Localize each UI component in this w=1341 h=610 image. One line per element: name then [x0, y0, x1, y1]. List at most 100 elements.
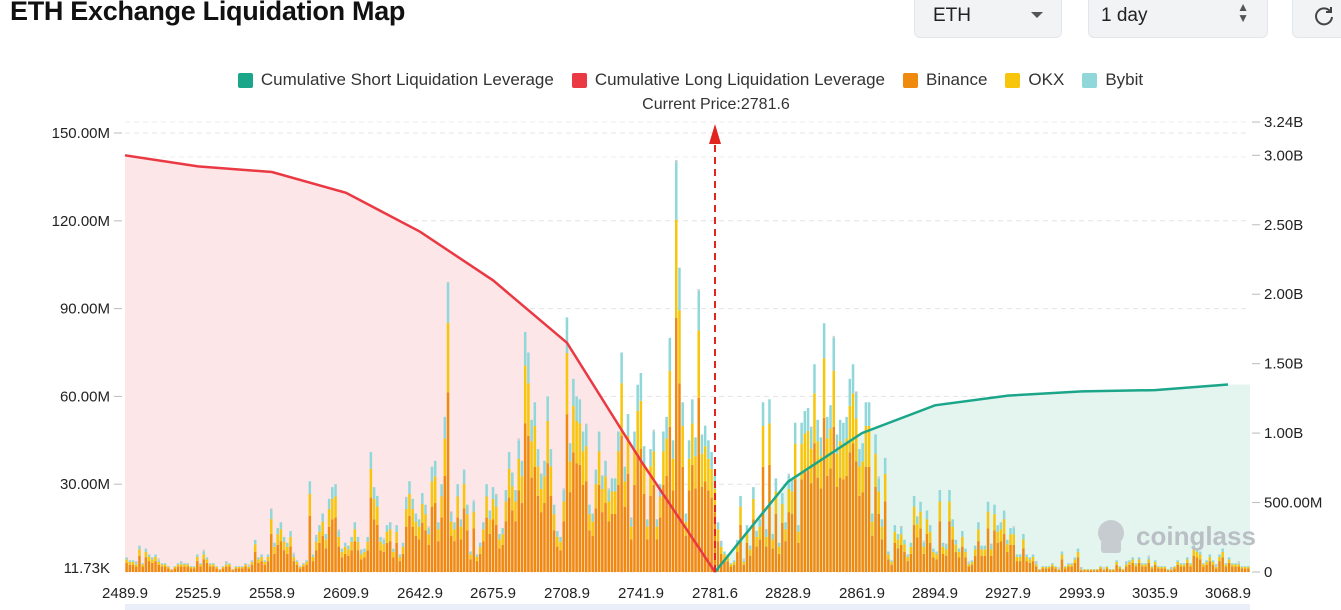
liquidation-bar [1044, 566, 1048, 567]
liquidation-bar [1240, 566, 1244, 567]
liquidation-bar [131, 560, 135, 562]
liquidation-bar [337, 536, 341, 547]
liquidation-bar [559, 541, 562, 551]
liquidation-bar [1166, 569, 1170, 571]
liquidation-bar [1054, 566, 1057, 569]
liquidation-bar [1076, 551, 1080, 558]
liquidation-bar [1208, 561, 1212, 572]
liquidation-bar [308, 493, 312, 516]
liquidation-bar [1009, 528, 1012, 535]
liquidation-bar [703, 446, 707, 482]
liquidation-bar [1128, 564, 1131, 572]
liquidation-bar [842, 443, 845, 480]
liquidation-bar [675, 160, 678, 163]
liquidation-bar [941, 553, 945, 572]
liquidation-bar [568, 492, 572, 572]
y-left-tick-label: 120.00M [52, 213, 110, 230]
liquidation-bar [379, 541, 382, 551]
liquidation-bar [652, 484, 656, 572]
liquidation-bar [655, 519, 659, 527]
liquidation-bar [1009, 544, 1012, 572]
liquidation-bar [385, 542, 389, 572]
liquidation-bar [938, 521, 942, 572]
liquidation-bar [504, 501, 508, 522]
liquidation-bar [739, 524, 742, 572]
liquidation-bar [276, 528, 279, 535]
liquidation-bar [138, 555, 141, 572]
liquidation-bar [874, 453, 877, 487]
liquidation-bar [1147, 555, 1151, 558]
liquidation-bar [851, 393, 855, 444]
up-down-arrows-icon: ▲ ▼ [1237, 0, 1249, 25]
liquidation-bar [896, 548, 900, 572]
liquidation-bar [675, 219, 678, 318]
legend-item-okx[interactable]: OKX [1005, 70, 1064, 90]
liquidation-bar [1192, 545, 1196, 550]
liquidation-bar [478, 553, 482, 572]
liquidation-bar [1227, 562, 1231, 572]
liquidation-bar [270, 508, 273, 511]
liquidation-bar [173, 566, 177, 569]
liquidation-bar [781, 492, 784, 505]
liquidation-bar [212, 564, 215, 567]
liquidation-bar [369, 468, 373, 498]
liquidation-bar [482, 541, 485, 572]
liquidation-bar [1063, 566, 1067, 567]
x-tick-label: 3068.9 [1205, 585, 1251, 602]
liquidation-bar [424, 504, 427, 515]
liquidation-bar [321, 513, 324, 522]
legend-item-short[interactable]: Cumulative Short Liquidation Leverage [237, 70, 554, 90]
liquidation-bar [315, 534, 318, 537]
legend-item-long[interactable]: Cumulative Long Liquidation Leverage [571, 70, 885, 90]
liquidation-bar [1141, 563, 1144, 565]
liquidation-bar [1108, 570, 1112, 572]
liquidation-bar [1157, 568, 1160, 572]
liquidation-bar [845, 416, 848, 439]
liquidation-bar [877, 513, 881, 572]
liquidation-bar [585, 446, 588, 482]
liquidation-bar [324, 548, 328, 572]
liquidation-bar [157, 564, 161, 572]
liquidation-bar [1195, 548, 1199, 552]
time-range-select[interactable]: 1 day ▲ ▼ [1088, 0, 1268, 38]
liquidation-bar [305, 561, 308, 565]
coin-select[interactable]: ETH [914, 0, 1062, 38]
liquidation-bar [903, 544, 906, 553]
liquidation-bar [1118, 568, 1122, 572]
x-tick-label: 2993.9 [1059, 585, 1105, 602]
legend-item-binance[interactable]: Binance [902, 70, 987, 90]
liquidation-bar [874, 434, 877, 454]
refresh-button[interactable] [1292, 0, 1341, 38]
liquidation-bar [414, 513, 418, 522]
liquidation-bar [697, 291, 701, 331]
liquidation-bar [189, 568, 193, 572]
liquidation-bar [819, 437, 823, 457]
liquidation-bar [1128, 560, 1131, 562]
liquidation-bar [1125, 563, 1128, 565]
liquidation-bar [1147, 559, 1151, 563]
liquidation-bar [1063, 568, 1067, 572]
legend-item-bybit[interactable]: Bybit [1082, 70, 1143, 90]
liquidation-bar [192, 566, 196, 569]
liquidation-bar [1224, 564, 1228, 567]
liquidation-bar [1182, 564, 1186, 567]
liquidation-bar [286, 542, 289, 547]
x-tick-label: 2741.9 [618, 585, 664, 602]
liquidation-bar [530, 419, 533, 442]
liquidation-bar [1153, 560, 1157, 562]
liquidation-bar [1125, 561, 1128, 564]
liquidation-bar [234, 568, 238, 572]
liquidation-bar [295, 560, 299, 562]
liquidation-bar [745, 531, 749, 543]
liquidation-bar [507, 452, 511, 469]
liquidation-bar [652, 451, 656, 485]
liquidation-bar [768, 399, 771, 424]
liquidation-bar [472, 501, 476, 512]
liquidation-bar [295, 564, 299, 572]
liquidation-bar [543, 476, 546, 504]
liquidation-bar [752, 499, 755, 520]
liquidation-bar [414, 535, 418, 572]
liquidation-bar [1231, 563, 1234, 565]
liquidation-bar [205, 557, 209, 560]
